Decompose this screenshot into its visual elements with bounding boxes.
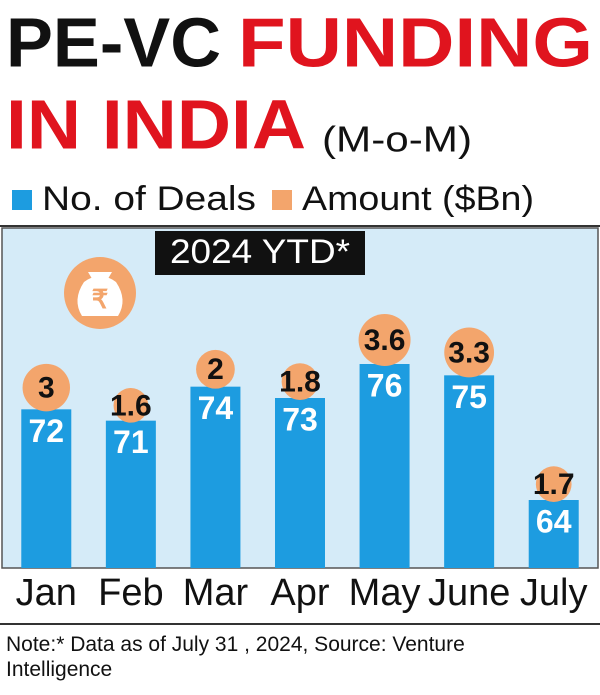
x-tick-label: Mar bbox=[183, 572, 249, 614]
svg-text:₹: ₹ bbox=[92, 284, 109, 314]
x-tick-label: May bbox=[349, 572, 421, 614]
amount-bubble bbox=[535, 466, 572, 502]
title-part: IN INDIA bbox=[6, 85, 306, 163]
x-tick-label: July bbox=[520, 572, 588, 614]
note: Note:* Data as of July 31 , 2024, Source… bbox=[6, 633, 465, 681]
annotation: 2024 YTD* bbox=[170, 233, 350, 271]
x-tick-label: June bbox=[428, 572, 510, 614]
legend-swatch bbox=[12, 190, 32, 210]
subtitle: (M-o-M) bbox=[322, 119, 472, 160]
bar bbox=[105, 420, 156, 568]
bar-value-label: 71 bbox=[113, 424, 149, 460]
amount-label: 3.3 bbox=[448, 336, 490, 369]
bar bbox=[275, 398, 325, 568]
legend-label: Amount ($Bn) bbox=[302, 180, 534, 218]
bar-value-label: 74 bbox=[198, 390, 234, 426]
amount-label: 1.7 bbox=[533, 468, 575, 501]
amount-bubble bbox=[444, 327, 495, 378]
amount-bubble bbox=[281, 363, 319, 400]
amount-label: 1.6 bbox=[110, 389, 152, 422]
amount-bubble bbox=[358, 314, 411, 366]
amount-bubble bbox=[22, 363, 71, 412]
bar-value-label: 76 bbox=[367, 367, 403, 403]
bar-value-label: 64 bbox=[536, 503, 572, 539]
x-tick-label: Apr bbox=[270, 572, 329, 614]
bar bbox=[21, 409, 72, 568]
amount-label: 1.8 bbox=[279, 366, 321, 399]
title-part: PE-VC bbox=[6, 3, 221, 81]
amount-bubble bbox=[196, 349, 235, 389]
x-tick-label: Feb bbox=[98, 572, 163, 614]
amount-label: 2 bbox=[207, 353, 224, 386]
bar bbox=[528, 500, 579, 568]
legend-label: No. of Deals bbox=[42, 180, 256, 218]
bar-value-label: 72 bbox=[28, 413, 64, 449]
bar bbox=[444, 375, 495, 568]
annotation-box bbox=[155, 231, 365, 275]
legend-swatch bbox=[272, 190, 292, 210]
chart: PE-VC FUNDING IN INDIA (M-o-M) 2024 YTD*… bbox=[0, 3, 600, 625]
rupee-icon: ₹ bbox=[64, 257, 136, 329]
bar-value-label: 73 bbox=[282, 401, 318, 437]
amount-label: 3 bbox=[38, 372, 55, 405]
x-tick-label: Jan bbox=[16, 572, 77, 614]
amount-bubble bbox=[113, 388, 149, 423]
bar bbox=[359, 364, 410, 568]
amount-label: 3.6 bbox=[364, 324, 406, 357]
bar bbox=[190, 386, 241, 568]
bar-value-label: 75 bbox=[451, 379, 487, 415]
title-part: FUNDING bbox=[238, 3, 593, 81]
